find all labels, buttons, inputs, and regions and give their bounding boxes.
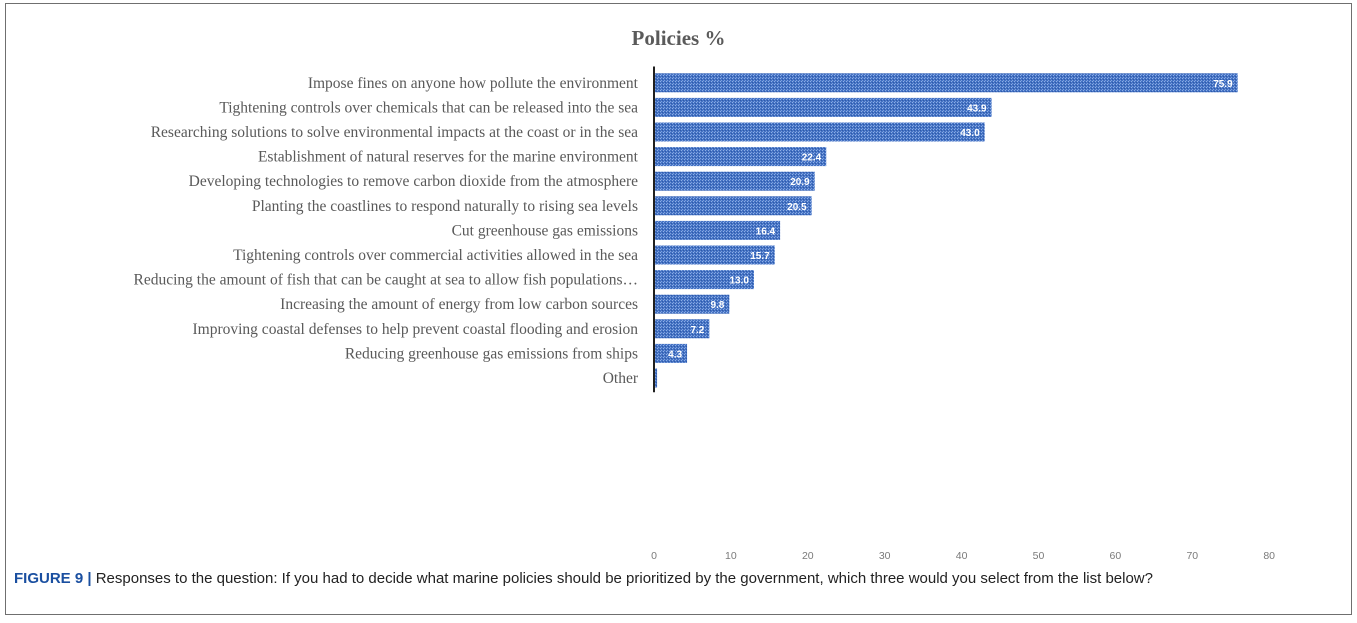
category-label: Reducing the amount of fish that can be … xyxy=(134,272,639,289)
value-label: 22.4 xyxy=(802,153,822,164)
bar xyxy=(654,343,688,363)
category-label: Improving coastal defenses to help preve… xyxy=(193,321,639,338)
bar xyxy=(654,220,781,240)
x-tick-label: 20 xyxy=(802,550,814,562)
category-label: Tightening controls over chemicals that … xyxy=(219,99,638,116)
category-label: Increasing the amount of energy from low… xyxy=(280,296,638,313)
value-label: 43.9 xyxy=(967,103,987,114)
value-label: 20.5 xyxy=(787,202,807,213)
value-label: 9.8 xyxy=(710,300,724,311)
bar xyxy=(654,319,710,339)
x-tick-label: 30 xyxy=(879,550,891,562)
x-tick-label: 80 xyxy=(1263,550,1275,562)
value-label: 20.9 xyxy=(790,177,810,188)
x-tick-label: 60 xyxy=(1110,550,1122,562)
category-label: Establishment of natural reserves for th… xyxy=(258,149,639,166)
category-labels: Impose fines on anyone how pollute the e… xyxy=(134,75,639,387)
x-tick-label: 50 xyxy=(1033,550,1045,562)
category-label: Researching solutions to solve environme… xyxy=(151,124,638,141)
bar xyxy=(654,147,827,167)
x-tick-label: 10 xyxy=(725,550,737,562)
bar xyxy=(654,196,812,216)
category-label: Tightening controls over commercial acti… xyxy=(233,247,638,264)
bar xyxy=(654,171,815,191)
bar xyxy=(654,122,985,142)
caption-lead: FIGURE 9 | xyxy=(14,570,92,587)
bar xyxy=(654,73,1238,93)
bars-layer xyxy=(654,73,1238,388)
bar xyxy=(654,97,992,117)
value-label: 75.9 xyxy=(1213,79,1233,90)
bar xyxy=(654,270,754,290)
bar xyxy=(654,368,658,388)
value-label: 7.2 xyxy=(690,325,704,336)
bar xyxy=(654,245,775,265)
value-label: 16.4 xyxy=(756,226,776,237)
x-tick-label: 0 xyxy=(651,550,657,562)
category-label: Cut greenhouse gas emissions xyxy=(452,222,638,239)
figure-caption: FIGURE 9 | Responses to the question: If… xyxy=(14,569,1339,589)
value-labels: 75.9 43.9 43.0 22.4 20.9 20.5 16.4 15.7 13.0 9.8 7… xyxy=(668,79,1233,361)
category-label: Planting the coastlines to respond natur… xyxy=(252,198,638,215)
bar xyxy=(654,294,730,314)
value-label: 13.0 xyxy=(730,276,750,287)
value-label: 15.7 xyxy=(750,251,770,262)
category-label: Reducing greenhouse gas emissions from s… xyxy=(345,345,638,362)
x-tick-label: 70 xyxy=(1186,550,1198,562)
caption-text: Responses to the question: If you had to… xyxy=(91,570,1153,587)
chart-title: Policies % xyxy=(631,26,726,50)
x-tick-label: 40 xyxy=(956,550,968,562)
category-label: Developing technologies to remove carbon… xyxy=(189,173,638,190)
x-axis-ticks: 0 10 20 30 40 50 60 70 80 xyxy=(651,550,1275,562)
category-label: Impose fines on anyone how pollute the e… xyxy=(308,75,639,92)
value-label: 43.0 xyxy=(960,128,980,139)
value-label: 4.3 xyxy=(668,349,682,360)
category-label: Other xyxy=(603,370,639,387)
